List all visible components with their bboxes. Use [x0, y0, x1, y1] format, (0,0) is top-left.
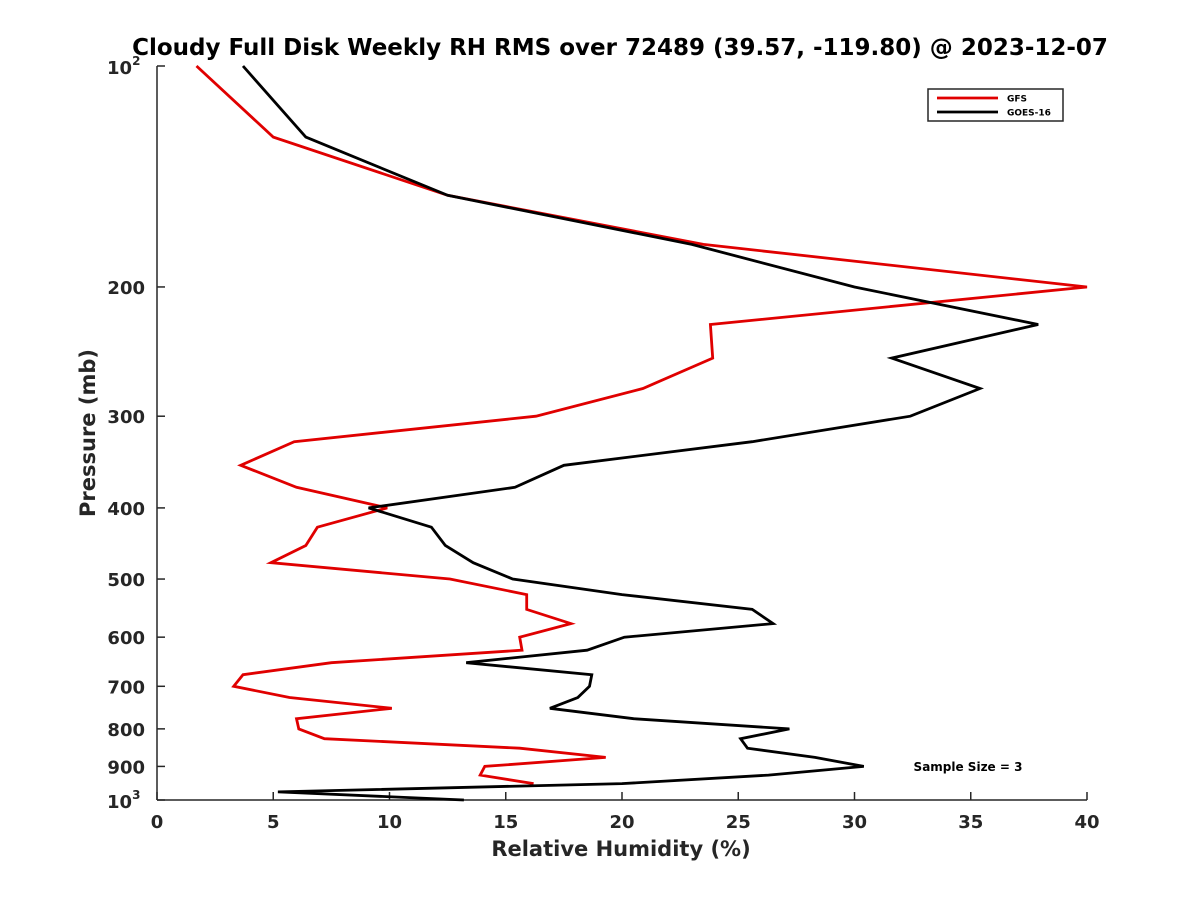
y-tick-label: 102 — [107, 54, 140, 79]
y-tick-label: 500 — [107, 570, 145, 591]
x-tick-label: 35 — [958, 812, 983, 833]
legend: GFS GOES-16 — [927, 88, 1064, 122]
y-tick-label: 200 — [107, 278, 145, 299]
y-tick-label: 900 — [107, 757, 145, 778]
legend-entry: GOES-16 — [1007, 109, 1051, 119]
y-tick-label: 700 — [107, 677, 145, 698]
y-tick-label: 800 — [107, 720, 145, 741]
x-tick-label: 25 — [726, 812, 751, 833]
y-tick-label: 103 — [107, 788, 140, 813]
plot-area: 0 5 10 15 20 25 30 35 40 102 200 300 400 500 600 700 800… — [107, 54, 1100, 833]
y-tick-label: 600 — [107, 628, 145, 649]
x-tick-label: 10 — [377, 812, 402, 833]
legend-box — [927, 88, 1064, 122]
y-tick-label: 300 — [107, 407, 145, 428]
sample-size-annotation: Sample Size = 3 — [914, 760, 1023, 774]
x-tick-label: 30 — [842, 812, 867, 833]
x-tick-label: 20 — [609, 812, 634, 833]
x-tick-label: 15 — [493, 812, 518, 833]
legend-entry: GFS — [1007, 95, 1027, 105]
series-line-gfs — [195, 64, 1088, 785]
y-axis-label: Pressure (mb) — [76, 349, 100, 517]
chart-title: Cloudy Full Disk Weekly RH RMS over 7248… — [132, 35, 1108, 61]
series-line-goes-16 — [241, 65, 1039, 802]
x-tick-label: 40 — [1074, 812, 1099, 833]
y-tick-label: 400 — [107, 499, 145, 520]
x-tick-label: 0 — [151, 812, 164, 833]
x-axis-label: Relative Humidity (%) — [491, 837, 750, 861]
x-tick-label: 5 — [267, 812, 280, 833]
